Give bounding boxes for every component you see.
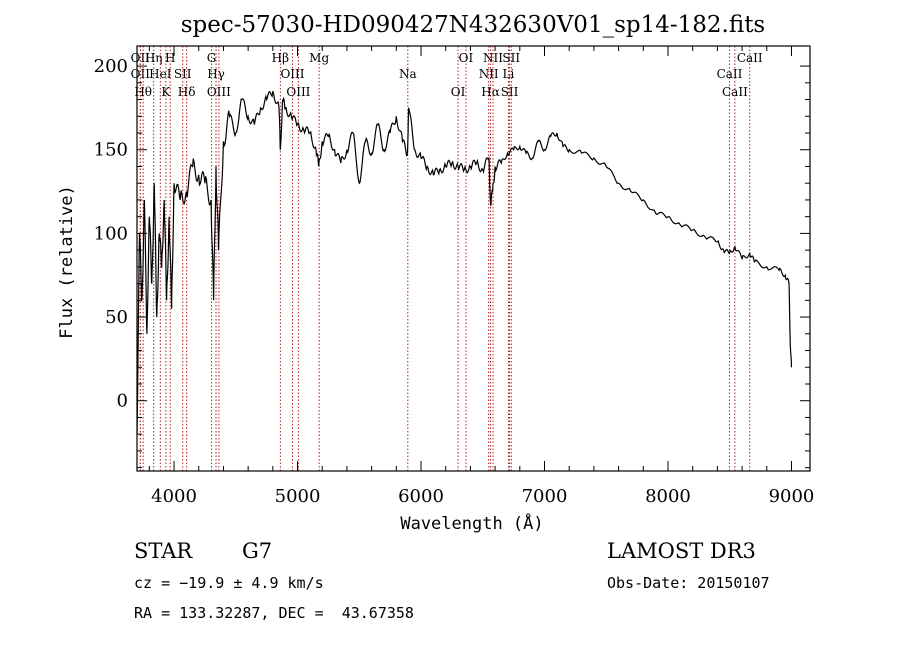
line-label: HeI bbox=[149, 67, 172, 81]
x-tick-label: 4000 bbox=[151, 486, 197, 507]
y-tick-label: 50 bbox=[105, 307, 128, 328]
line-label: OIII bbox=[280, 67, 304, 81]
line-label: Hβ bbox=[272, 51, 289, 65]
x-tick-label: 5000 bbox=[275, 486, 321, 507]
x-tick-label: 8000 bbox=[645, 486, 691, 507]
y-tick-label: 150 bbox=[94, 140, 128, 161]
line-label: SII bbox=[502, 51, 520, 65]
line-markers bbox=[139, 46, 751, 471]
object-subclass: G7 bbox=[242, 539, 273, 563]
line-label: OII bbox=[131, 51, 151, 65]
line-label: Hγ bbox=[207, 67, 225, 81]
line-label: OI bbox=[451, 85, 466, 99]
line-labels: OII OII Hθ Hη HeI K H SII Hδ G Hγ OIII Hβ OIII OIII Mg N… bbox=[131, 51, 763, 99]
line-label: Li bbox=[503, 67, 515, 81]
line-label: NII bbox=[479, 67, 499, 81]
y-axis-ticks: 0 50 100 150 200 bbox=[94, 56, 810, 469]
coordinates-readout: RA = 133.32287, DEC = 43.67358 bbox=[134, 604, 414, 622]
chart-title: spec-57030-HD090427N432630V01_sp14-182.f… bbox=[181, 12, 766, 38]
plot-frame bbox=[136, 45, 811, 472]
y-tick-label: 200 bbox=[94, 56, 128, 77]
x-axis-ticks: 4000 5000 6000 7000 8000 9000 bbox=[148, 46, 815, 507]
line-label: OIII bbox=[207, 85, 231, 99]
x-tick-label: 7000 bbox=[522, 486, 568, 507]
spectrum-series-line bbox=[136, 91, 793, 435]
line-label: CaII bbox=[737, 51, 763, 65]
line-label: G bbox=[207, 51, 217, 65]
line-label: SII bbox=[501, 85, 519, 99]
y-tick-label: 0 bbox=[117, 391, 128, 412]
y-tick-label: 100 bbox=[94, 223, 128, 244]
line-label: H bbox=[165, 51, 175, 65]
line-label: Hδ bbox=[178, 85, 196, 99]
y-axis-label: Flux (relative) bbox=[57, 185, 77, 339]
line-label: Na bbox=[399, 67, 417, 81]
line-label: OI bbox=[459, 51, 474, 65]
x-axis-label: Wavelength (Å) bbox=[400, 512, 543, 534]
observation-date: Obs-Date: 20150107 bbox=[607, 574, 770, 592]
x-tick-label: 6000 bbox=[398, 486, 444, 507]
x-tick-label: 9000 bbox=[769, 486, 815, 507]
line-label: NII bbox=[483, 51, 503, 65]
line-label: CaII bbox=[722, 85, 748, 99]
object-class: STAR bbox=[134, 539, 193, 563]
survey-name: LAMOST DR3 bbox=[607, 539, 756, 563]
line-label: OIII bbox=[286, 85, 310, 99]
line-label: Hα bbox=[481, 85, 500, 99]
line-label: Hη bbox=[145, 51, 163, 65]
line-label: Hθ bbox=[134, 85, 152, 99]
line-label: Mg bbox=[309, 51, 329, 65]
redshift-readout: cz = −19.9 ± 4.9 km/s bbox=[134, 574, 324, 592]
line-label: K bbox=[161, 85, 171, 99]
line-label: SII bbox=[174, 67, 192, 81]
line-label: OII bbox=[131, 67, 151, 81]
line-label: CaII bbox=[717, 67, 743, 81]
